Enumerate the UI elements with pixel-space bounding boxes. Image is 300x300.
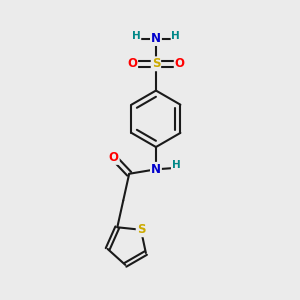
- Text: O: O: [127, 57, 137, 70]
- Text: O: O: [175, 57, 185, 70]
- Text: N: N: [151, 32, 161, 45]
- Text: H: H: [172, 160, 181, 170]
- Text: H: H: [132, 31, 140, 41]
- Text: O: O: [109, 151, 119, 164]
- Text: S: S: [137, 223, 145, 236]
- Text: S: S: [152, 57, 160, 70]
- Text: N: N: [151, 163, 161, 176]
- Text: H: H: [172, 31, 180, 41]
